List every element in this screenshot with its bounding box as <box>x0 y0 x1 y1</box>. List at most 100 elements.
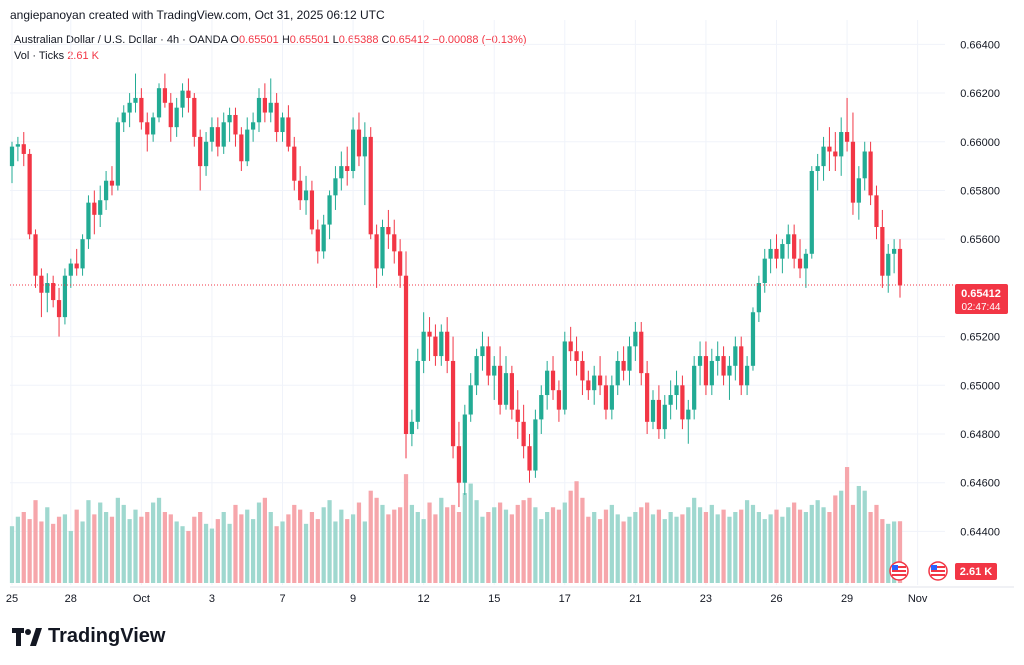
candle[interactable] <box>121 105 126 133</box>
candle[interactable] <box>768 239 773 274</box>
candle[interactable] <box>456 421 462 508</box>
candle[interactable] <box>521 404 526 459</box>
candle[interactable] <box>568 326 573 361</box>
candle[interactable] <box>80 234 85 276</box>
candle[interactable] <box>227 107 232 142</box>
candle[interactable] <box>156 83 162 123</box>
candle[interactable] <box>445 317 450 374</box>
candle[interactable] <box>639 321 644 386</box>
candle[interactable] <box>262 83 267 123</box>
candle[interactable] <box>209 117 215 152</box>
candle[interactable] <box>627 336 632 386</box>
candle[interactable] <box>668 380 673 420</box>
candle[interactable] <box>51 275 56 308</box>
candle[interactable] <box>503 356 509 410</box>
candle[interactable] <box>827 127 832 171</box>
candle[interactable] <box>727 356 732 400</box>
candle[interactable] <box>780 239 785 274</box>
price-axis[interactable]: 0.66400 0.66200 0.66000 0.65800 0.65600 0.652… <box>960 39 1000 538</box>
candle[interactable] <box>856 166 861 220</box>
candle[interactable] <box>697 341 703 386</box>
candle[interactable] <box>592 365 597 405</box>
candle[interactable] <box>774 234 779 269</box>
candle[interactable] <box>15 136 20 162</box>
candle[interactable] <box>844 97 850 152</box>
candle[interactable] <box>692 356 697 420</box>
candle[interactable] <box>603 375 609 420</box>
candle[interactable] <box>250 112 256 142</box>
candle[interactable] <box>145 112 150 152</box>
candle[interactable] <box>45 273 50 313</box>
candle[interactable] <box>509 365 514 420</box>
candle[interactable] <box>386 209 391 249</box>
candle[interactable] <box>286 105 291 152</box>
candle[interactable] <box>115 117 120 191</box>
candle[interactable] <box>33 229 38 288</box>
candle[interactable] <box>868 141 873 206</box>
candle[interactable] <box>327 190 332 240</box>
candle[interactable] <box>803 248 809 288</box>
candle[interactable] <box>645 360 650 435</box>
candle[interactable] <box>245 117 250 167</box>
candle[interactable] <box>74 248 79 276</box>
candle[interactable] <box>186 78 191 113</box>
candle[interactable] <box>280 112 285 142</box>
candlestick-chart[interactable]: 0.66400 0.66200 0.66000 0.65800 0.65600 0.652… <box>0 0 1024 620</box>
candle[interactable] <box>192 93 197 147</box>
candle[interactable] <box>674 370 679 410</box>
candle[interactable] <box>539 385 544 435</box>
candle[interactable] <box>62 268 68 325</box>
candle[interactable] <box>392 219 397 264</box>
candle[interactable] <box>374 224 379 288</box>
candle[interactable] <box>315 219 320 264</box>
candle[interactable] <box>750 307 756 371</box>
candle[interactable] <box>303 175 309 215</box>
candle[interactable] <box>739 336 744 396</box>
candle[interactable] <box>68 258 73 288</box>
candle[interactable] <box>733 336 738 381</box>
candle[interactable] <box>650 390 656 430</box>
candle[interactable] <box>362 122 367 206</box>
candle[interactable] <box>597 356 603 396</box>
candle[interactable] <box>462 404 467 495</box>
candle[interactable] <box>756 275 761 322</box>
candle[interactable] <box>139 88 144 130</box>
candle[interactable] <box>821 136 826 181</box>
candle[interactable] <box>486 336 491 386</box>
candle[interactable] <box>221 112 226 154</box>
candle[interactable] <box>662 395 667 439</box>
candle[interactable] <box>574 336 579 376</box>
candle[interactable] <box>309 180 315 235</box>
candle[interactable] <box>533 409 538 478</box>
candle[interactable] <box>474 348 479 396</box>
candle[interactable] <box>497 346 503 415</box>
candle[interactable] <box>180 83 185 118</box>
candle[interactable] <box>686 399 691 444</box>
candle[interactable] <box>709 348 714 396</box>
candle[interactable] <box>468 373 473 422</box>
candle[interactable] <box>168 93 173 142</box>
candle[interactable] <box>109 166 115 196</box>
candle[interactable] <box>562 331 567 415</box>
tradingview-logo[interactable]: TradingView <box>12 625 165 648</box>
candle[interactable] <box>215 117 220 157</box>
candle[interactable] <box>874 185 879 240</box>
candle[interactable] <box>427 317 432 361</box>
candle[interactable] <box>239 127 244 171</box>
candle[interactable] <box>368 127 373 240</box>
us-flag-icon[interactable] <box>928 561 948 581</box>
candle[interactable] <box>586 370 591 400</box>
candle[interactable] <box>350 117 356 179</box>
candle[interactable] <box>403 251 409 459</box>
candle[interactable] <box>892 239 897 274</box>
candle[interactable] <box>656 385 662 439</box>
candle[interactable] <box>833 132 838 171</box>
candle[interactable] <box>21 132 26 167</box>
candle[interactable] <box>615 351 620 396</box>
candle[interactable] <box>545 360 550 410</box>
candle[interactable] <box>897 239 903 298</box>
candle[interactable] <box>797 239 803 279</box>
candle[interactable] <box>333 166 338 210</box>
candle[interactable] <box>27 149 32 240</box>
candle[interactable] <box>86 195 91 249</box>
